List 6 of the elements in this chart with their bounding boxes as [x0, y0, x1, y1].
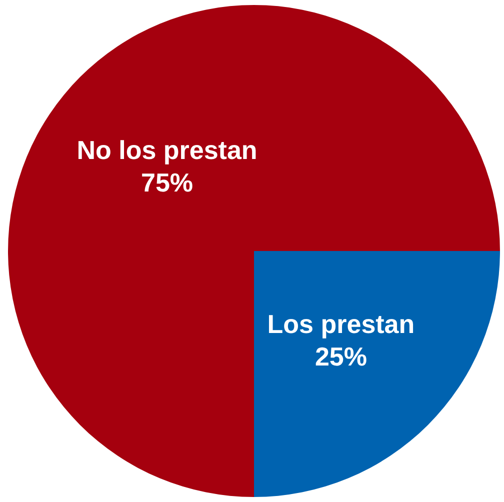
slice-label: Los prestan: [267, 308, 415, 339]
pie-slice: [8, 5, 500, 497]
pie-slice: [254, 251, 500, 497]
data-label: 25%: [314, 341, 367, 372]
data-label: 75%: [141, 167, 194, 198]
slice-label: No los prestan: [76, 134, 258, 165]
